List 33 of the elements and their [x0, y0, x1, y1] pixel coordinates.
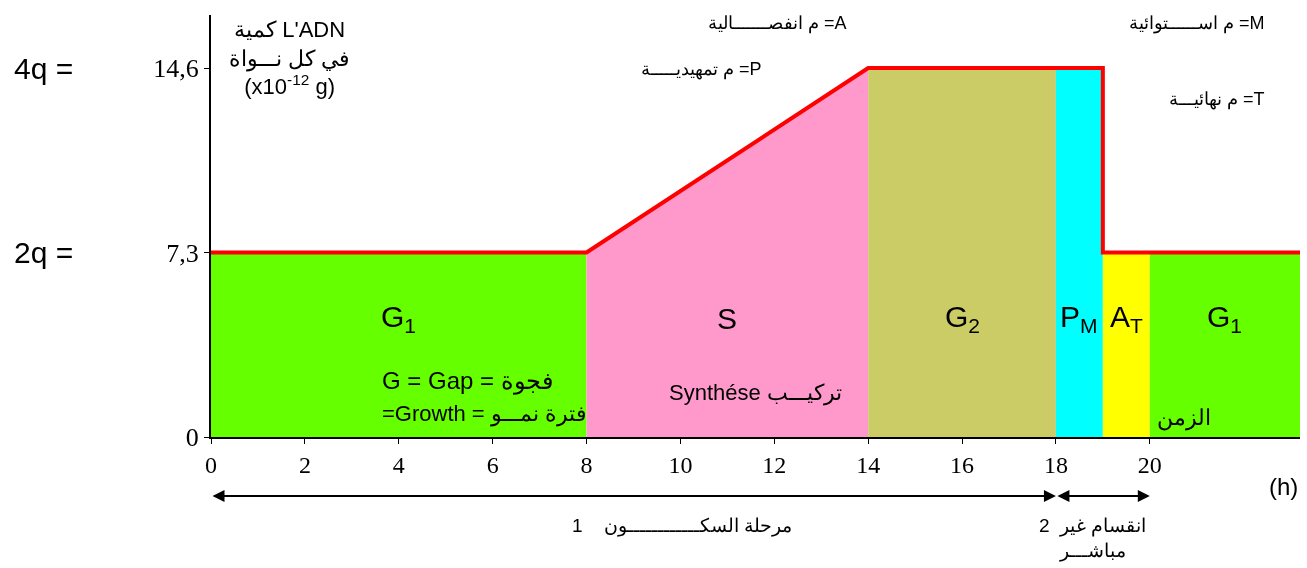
y-tick-label: 14,6 [153, 54, 199, 84]
annotation: م اســــــتوائية =M [1129, 13, 1265, 34]
x-tick-label: 6 [486, 451, 499, 478]
x-tick-label: 2 [298, 451, 311, 478]
series-label: A$_{T}$ [1110, 300, 1144, 338]
annotation: =Growth = فترة نمـــو [382, 401, 587, 427]
annotation: م نهائيـــة =T [1169, 89, 1265, 110]
annotation: Synthése تركيـــب [669, 380, 842, 406]
y-tick-label: 0 [185, 423, 199, 453]
series-label: G$_{1}$ [381, 300, 417, 338]
annotation: الزمن [1157, 405, 1211, 431]
x-tick-label: 4 [392, 451, 405, 478]
x-tick-label: 10 [668, 451, 693, 478]
x-tick-label: 14 [856, 451, 881, 478]
text: 2q = [14, 236, 74, 269]
annotation: م تمهيديـــــة =P [641, 59, 762, 80]
series-label: S [717, 302, 738, 335]
text: 4q = [14, 52, 74, 85]
x-tick-label: 12 [762, 451, 787, 478]
x-tick-label: 20 [1137, 451, 1162, 478]
series-label: G$_{2}$ [945, 300, 981, 338]
x-tick-label: 18 [1043, 451, 1068, 478]
series-label: P$_{M}$ [1060, 300, 1098, 338]
annotation: م انفصـــــــالية =A [708, 13, 847, 34]
annotation: G = Gap = فجوة [382, 367, 553, 395]
text: 2 انقسام غير مباشـــر [1039, 515, 1147, 562]
x-tick-label: 0 [205, 451, 217, 478]
series-label: G$_{1}$ [1207, 300, 1243, 338]
x-axis-title: (h) [1269, 473, 1299, 500]
x-tick-label: 16 [950, 451, 975, 478]
y-tick-label: 7,3 [166, 238, 199, 268]
x-tick-label: 8 [580, 451, 593, 478]
text: 1 مرحلة السكــــــــــــون [572, 515, 792, 537]
